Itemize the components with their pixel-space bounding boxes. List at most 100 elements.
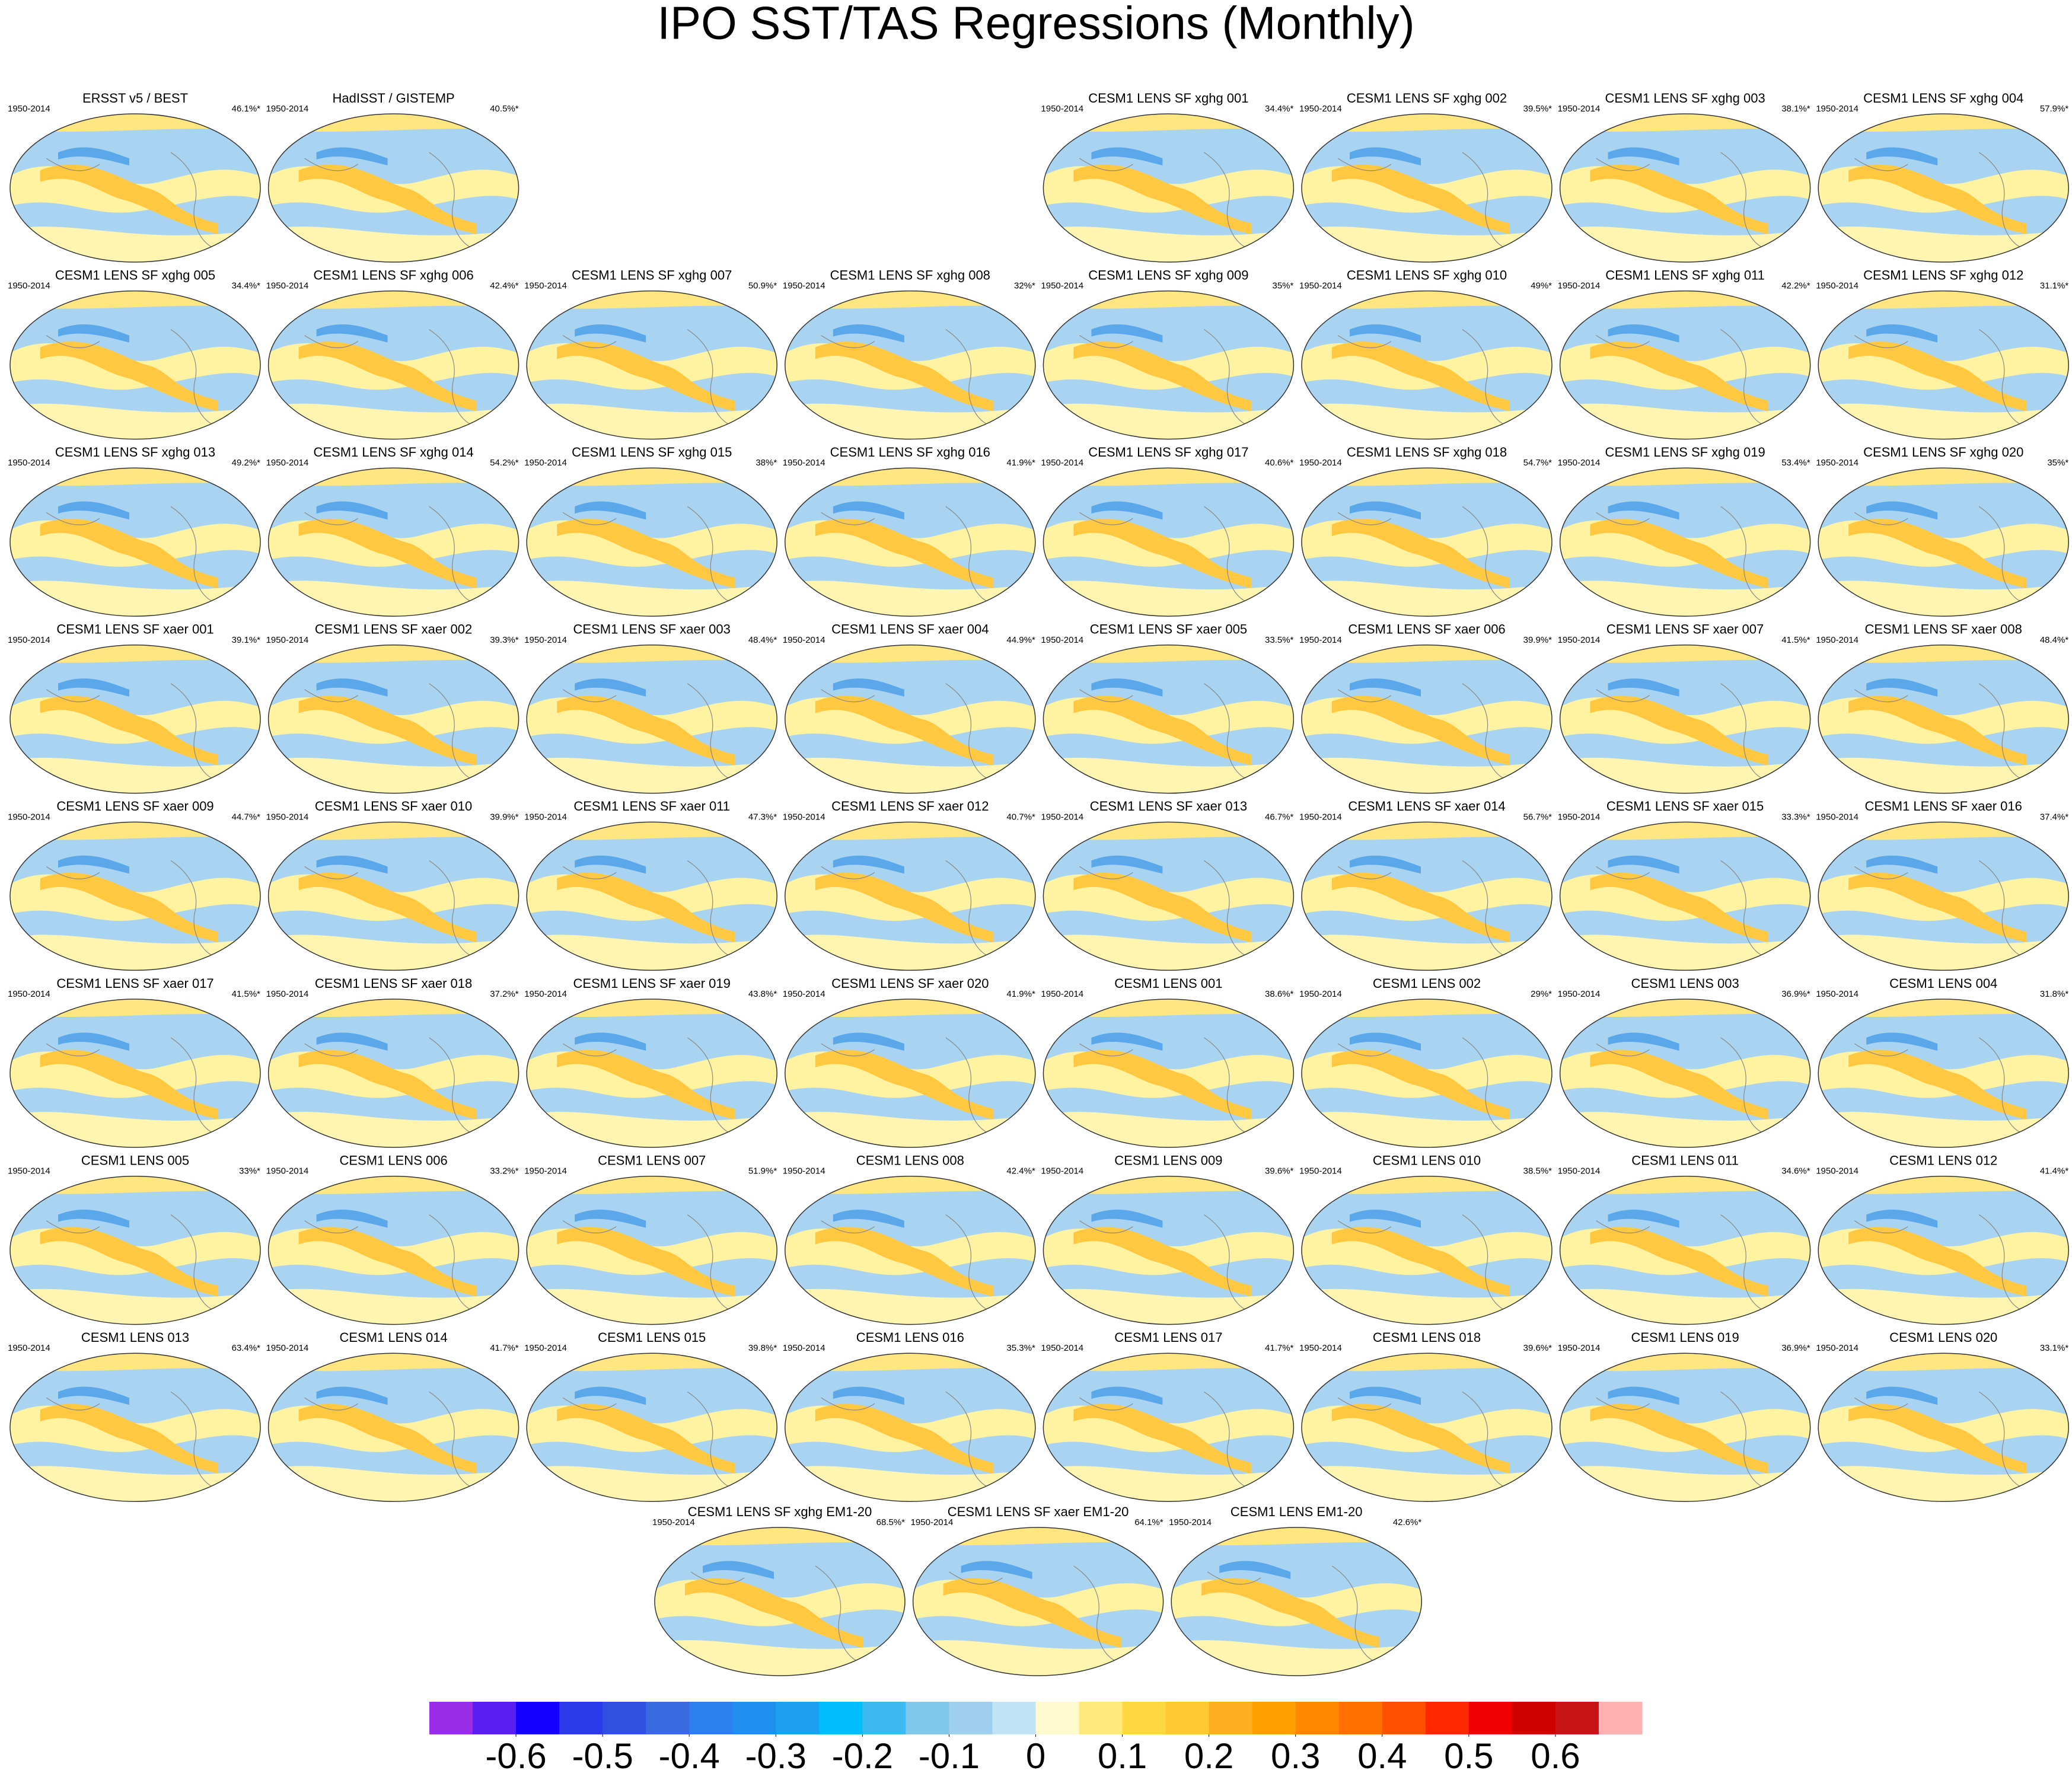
map-globe: [1818, 821, 2069, 971]
map-globe: [1301, 1353, 1553, 1502]
panel-period: 1950-2014: [266, 1343, 309, 1353]
panel-title: CESM1 LENS SF xghg 004: [1863, 91, 2023, 106]
map-panel: CESM1 LENS SF xghg 004 1950-2014 57.9%*: [1816, 91, 2069, 263]
panel-period: 1950-2014: [266, 812, 309, 822]
panel-variance: 39.6%*: [1265, 1166, 1294, 1176]
panel-title: CESM1 LENS 015: [598, 1330, 706, 1345]
panel-period: 1950-2014: [1558, 635, 1601, 645]
map-globe: [1560, 645, 1811, 794]
map-panel: CESM1 LENS 013 1950-2014 63.4%*: [8, 1330, 261, 1502]
map-panel: CESM1 LENS SF xghg 011 1950-2014 42.2%*: [1558, 267, 1811, 439]
colorbar-box: [429, 1702, 473, 1734]
colorbar-box: [516, 1702, 560, 1734]
panel-period: 1950-2014: [1816, 458, 1859, 468]
map-globe: [1043, 999, 1294, 1148]
panel-period: 1950-2014: [1558, 281, 1601, 291]
panel-title: CESM1 LENS SF xaer 005: [1090, 622, 1247, 637]
panel-period: 1950-2014: [1299, 635, 1342, 645]
panel-variance: 41.7%*: [1265, 1343, 1294, 1353]
map-panel: CESM1 LENS SF xghg 019 1950-2014 53.4%*: [1558, 445, 1811, 617]
map-panel: CESM1 LENS SF xaer 019 1950-2014 43.8%*: [524, 976, 777, 1148]
panel-variance: 38%*: [756, 458, 777, 468]
colorbar-tick-label: 0.6: [1531, 1736, 1580, 1776]
panel-title: CESM1 LENS 008: [856, 1153, 964, 1168]
panel-title: CESM1 LENS SF xaer 019: [573, 976, 731, 991]
panel-title: CESM1 LENS SF xghg 016: [830, 445, 990, 460]
map-globe: [1301, 645, 1553, 794]
map-panel: CESM1 LENS 015 1950-2014 39.8%*: [524, 1330, 777, 1502]
panel-period: 1950-2014: [1558, 1343, 1601, 1353]
map-panel: CESM1 LENS SF xghg 005 1950-2014 34.4%*: [8, 267, 261, 439]
map-globe: [9, 113, 261, 263]
panel-title: CESM1 LENS SF xghg 017: [1088, 445, 1248, 460]
map-globe: [785, 467, 1036, 617]
panel-title: CESM1 LENS SF xaer 006: [1348, 622, 1505, 637]
map-panel: CESM1 LENS SF xaer 016 1950-2014 37.4%*: [1816, 799, 2069, 971]
panel-title: CESM1 LENS SF xaer 015: [1606, 799, 1764, 814]
panel-period: 1950-2014: [524, 635, 567, 645]
panel-period: 1950-2014: [524, 989, 567, 999]
panel-period: 1950-2014: [1041, 1343, 1083, 1353]
map-globe: [1818, 999, 2069, 1148]
panel-variance: 40.5%*: [490, 104, 519, 114]
panel-period: 1950-2014: [266, 104, 309, 114]
panel-period: 1950-2014: [1558, 458, 1601, 468]
panel-variance: 39.6%*: [1523, 1343, 1553, 1353]
colorbar-box: [603, 1702, 646, 1734]
panel-period: 1950-2014: [8, 1166, 50, 1176]
panel-variance: 41.5%*: [1781, 635, 1810, 645]
map-panel: CESM1 LENS SF xghg 008 1950-2014 32%*: [783, 267, 1036, 439]
panel-period: 1950-2014: [652, 1517, 695, 1527]
panel-title: CESM1 LENS SF xaer 013: [1090, 799, 1247, 814]
panel-period: 1950-2014: [524, 1166, 567, 1176]
panel-title: CESM1 LENS 017: [1114, 1330, 1222, 1345]
panel-variance: 33.2%*: [490, 1166, 519, 1176]
panel-title: CESM1 LENS SF xaer EM1-20: [948, 1504, 1129, 1519]
panel-period: 1950-2014: [1816, 281, 1859, 291]
map-panel: CESM1 LENS 019 1950-2014 36.9%*: [1558, 1330, 1811, 1502]
panel-variance: 41.9%*: [1006, 989, 1035, 999]
colorbar-box: [559, 1702, 603, 1734]
panel-variance: 39.3%*: [490, 635, 519, 645]
map-globe: [526, 291, 777, 440]
map-panel: CESM1 LENS SF xghg 001 1950-2014 34.4%*: [1041, 91, 1294, 263]
panel-title: CESM1 LENS 005: [81, 1153, 189, 1168]
map-panel: CESM1 LENS SF xaer 020 1950-2014 41.9%*: [783, 976, 1036, 1148]
panel-period: 1950-2014: [783, 1166, 825, 1176]
colorbar-box: [473, 1702, 517, 1734]
panel-period: 1950-2014: [8, 635, 50, 645]
colorbar-tick-label: 0.2: [1184, 1736, 1233, 1776]
panel-variance: 35%*: [2047, 458, 2068, 468]
map-panel: CESM1 LENS SF xghg 007 1950-2014 50.9%*: [524, 267, 777, 439]
colorbar-box: [1165, 1702, 1210, 1734]
panel-title: ERSST v5 / BEST: [82, 91, 188, 106]
panel-variance: 41.5%*: [232, 989, 261, 999]
panel-variance: 33.5%*: [1265, 635, 1294, 645]
panel-variance: 42.2%*: [1781, 281, 1810, 291]
map-panel: CESM1 LENS SF xghg 014 1950-2014 54.2%*: [266, 445, 519, 617]
panel-variance: 33%*: [239, 1166, 260, 1176]
panel-title: CESM1 LENS SF xaer 004: [831, 622, 989, 637]
map-globe: [1043, 291, 1294, 440]
panel-variance: 41.4%*: [2040, 1166, 2069, 1176]
panel-period: 1950-2014: [266, 458, 309, 468]
colorbar-tick-label: -0.1: [919, 1736, 980, 1776]
colorbar-box: [732, 1702, 776, 1734]
map-panel: CESM1 LENS SF xaer 013 1950-2014 46.7%*: [1041, 799, 1294, 971]
panel-variance: 38.6%*: [1265, 989, 1294, 999]
panel-title: CESM1 LENS SF xghg 019: [1605, 445, 1765, 460]
panel-period: 1950-2014: [1041, 989, 1083, 999]
panel-title: CESM1 LENS 006: [339, 1153, 447, 1168]
panel-period: 1950-2014: [783, 812, 825, 822]
panel-title: CESM1 LENS SF xaer 009: [56, 799, 213, 814]
map-panel: CESM1 LENS SF xaer 007 1950-2014 41.5%*: [1558, 622, 1811, 794]
panel-period: 1950-2014: [783, 458, 825, 468]
panel-title: CESM1 LENS SF xghg 018: [1347, 445, 1507, 460]
figure-title: IPO SST/TAS Regressions (Monthly): [657, 0, 1414, 49]
map-panel: CESM1 LENS SF xghg 012 1950-2014 31.1%*: [1816, 267, 2069, 439]
colorbar-tick-label: -0.3: [745, 1736, 807, 1776]
map-globe: [268, 645, 519, 794]
